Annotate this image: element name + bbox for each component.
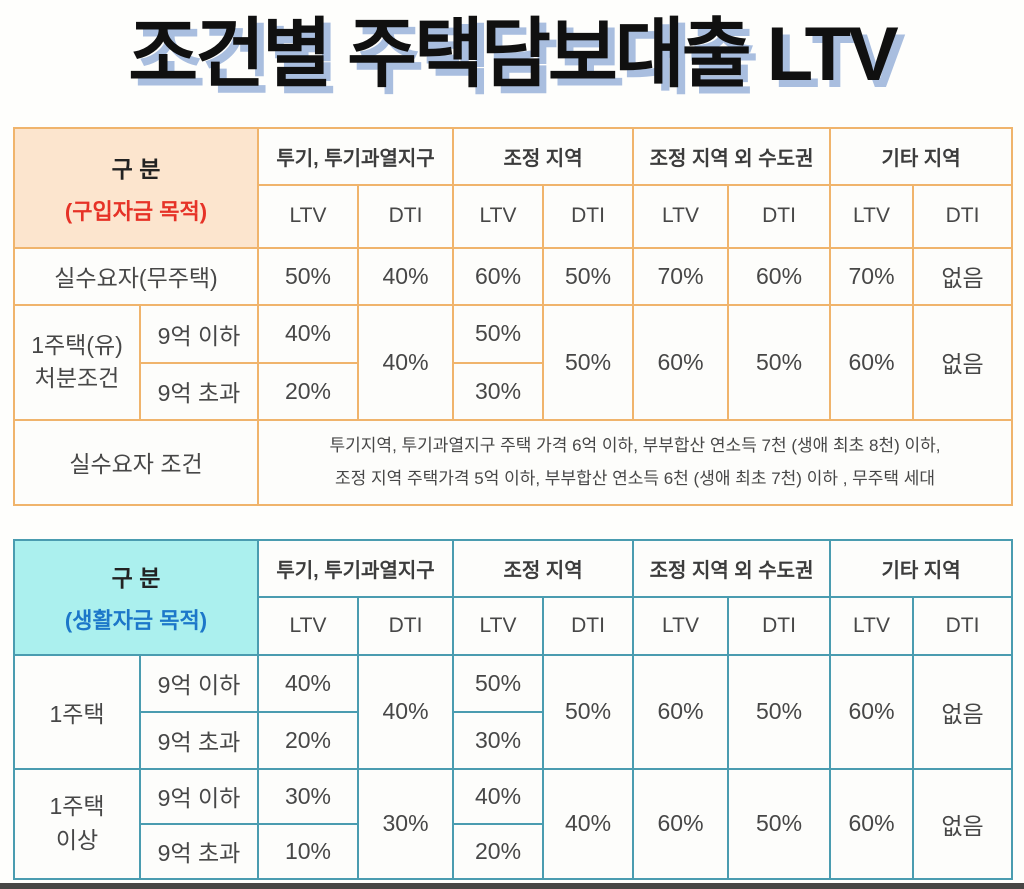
- purchase-purpose-table: 구 분 (구입자금 목적) 투기, 투기과열지구 조정 지역 조정 지역 외 수…: [13, 126, 1014, 506]
- label-line: 1주택: [49, 793, 105, 820]
- col-dti: DTI: [356, 183, 455, 249]
- col-dti: DTI: [912, 183, 1014, 249]
- col-ltv: LTV: [257, 595, 359, 656]
- cell-value-merged: 40%: [542, 767, 635, 880]
- cell-value-merged: 60%: [829, 303, 915, 421]
- table-row: 9억 초과 20% 30%: [14, 710, 1012, 770]
- col-ltv: LTV: [632, 595, 730, 656]
- cell-value-merged: 40%: [356, 653, 455, 770]
- row-label-multi-house: 1주택 이상: [13, 767, 141, 880]
- living-table-corner-header: 구 분 (생활자금 목적): [13, 538, 259, 656]
- cell-value: 70%: [829, 246, 915, 306]
- label-line: 이상: [55, 826, 99, 853]
- table-row: 9억 초과 20% 30%: [14, 361, 1012, 421]
- col-dti: DTI: [727, 595, 832, 656]
- cell-value-merged: 50%: [727, 767, 832, 880]
- cell-value: 40%: [257, 653, 359, 713]
- cell-value: 40%: [257, 303, 359, 364]
- cell-value: 40%: [452, 767, 545, 825]
- cell-value-merged: 없음: [912, 767, 1014, 880]
- table-row: 실수요자(무주택) 50% 40% 60% 50% 70% 60% 70% 없음: [13, 246, 1014, 306]
- label-line: 처분조건: [34, 365, 120, 392]
- corner-subtitle: (생활자금 목적): [64, 608, 208, 634]
- cell-value-merged: 60%: [632, 303, 730, 421]
- cell-value: 50%: [452, 303, 545, 364]
- column-group-speculation: 투기, 투기과열지구: [256, 126, 455, 186]
- column-group-adjusted: 조정 지역: [452, 126, 635, 186]
- cell-value-merged: 50%: [727, 303, 832, 421]
- col-dti: DTI: [356, 595, 455, 656]
- corner-title: 구 분: [111, 155, 161, 182]
- cell-value-merged: 없음: [912, 303, 1014, 421]
- row-sublabel-under9: 9억 이하: [139, 767, 259, 825]
- row-sublabel-over9: 9억 초과: [139, 361, 259, 421]
- label-line: 1주택(유): [31, 331, 123, 358]
- cell-value-merged: 40%: [356, 303, 455, 421]
- note-line: 투기지역, 투기과열지구 주택 가격 6억 이하, 부부합산 연소득 7천 (생…: [329, 435, 941, 455]
- col-ltv: LTV: [632, 183, 730, 249]
- cell-value: 40%: [356, 246, 455, 306]
- table-row: 실수요자 조건 투기지역, 투기과열지구 주택 가격 6억 이하, 부부합산 연…: [13, 418, 1014, 506]
- col-ltv: LTV: [452, 595, 545, 656]
- table-row: 1주택 9억 이하 40% 40% 50% 50% 60% 50% 60% 없음: [13, 653, 1014, 770]
- cell-value: 20%: [257, 361, 359, 421]
- purchase-table-corner-header: 구 분 (구입자금 목적): [13, 126, 259, 249]
- cell-value-merged: 50%: [727, 653, 832, 770]
- page-title: 조건별 주택담보대출 LTV: [128, 12, 898, 97]
- cell-value-merged: 50%: [542, 653, 635, 770]
- end-user-condition-note: 투기지역, 투기과열지구 주택 가격 6억 이하, 부부합산 연소득 7천 (생…: [256, 418, 1014, 506]
- cell-value-merged: 60%: [632, 767, 730, 880]
- col-dti: DTI: [912, 595, 1014, 656]
- cell-value: 30%: [452, 361, 545, 421]
- row-label-one-house: 1주택: [13, 653, 141, 770]
- cell-value: 50%: [542, 246, 635, 306]
- note-line: 조정 지역 주택가격 5억 이하, 부부합산 연소득 6천 (생애 최초 7천)…: [334, 469, 936, 489]
- col-ltv: LTV: [829, 595, 915, 656]
- cell-value: 60%: [452, 246, 545, 306]
- col-ltv: LTV: [257, 183, 359, 249]
- bottom-edge-bar: [0, 883, 1024, 889]
- cell-value-merged: 30%: [356, 767, 455, 880]
- row-label-one-house-disposal: 1주택(유) 처분조건: [13, 303, 141, 421]
- cell-value: 50%: [452, 653, 545, 713]
- cell-value-merged: 60%: [829, 653, 915, 770]
- table-row: 9억 초과 10% 20%: [14, 822, 1012, 880]
- row-sublabel-under9: 9억 이하: [139, 653, 259, 713]
- cell-value: 없음: [912, 246, 1014, 306]
- row-sublabel-over9: 9억 초과: [139, 710, 259, 770]
- cell-value: 70%: [632, 246, 730, 306]
- cell-value: 20%: [257, 710, 359, 770]
- cell-value: 60%: [727, 246, 832, 306]
- cell-value: 50%: [257, 246, 359, 306]
- col-ltv: LTV: [829, 183, 915, 249]
- cell-value: 10%: [257, 822, 359, 880]
- col-ltv: LTV: [452, 183, 545, 249]
- column-group-adjusted: 조정 지역: [452, 538, 635, 598]
- living-purpose-table: 구 분 (생활자금 목적) 투기, 투기과열지구 조정 지역 조정 지역 외 수…: [13, 538, 1014, 880]
- row-sublabel-over9: 9억 초과: [139, 822, 259, 880]
- col-dti: DTI: [542, 595, 635, 656]
- cell-value: 20%: [452, 822, 545, 880]
- cell-value: 30%: [452, 710, 545, 770]
- row-label-end-user: 실수요자(무주택): [13, 246, 259, 306]
- column-group-other: 기타 지역: [829, 538, 1014, 598]
- column-group-metro: 조정 지역 외 수도권: [632, 538, 832, 598]
- cell-value-merged: 60%: [632, 653, 730, 770]
- corner-title: 구 분: [111, 565, 161, 592]
- cell-value-merged: 60%: [829, 767, 915, 880]
- col-dti: DTI: [542, 183, 635, 249]
- table-row: 1주택(유) 처분조건 9억 이하 40% 40% 50% 50% 60% 50…: [13, 303, 1014, 421]
- column-group-speculation: 투기, 투기과열지구: [256, 538, 455, 598]
- cell-value: 30%: [257, 767, 359, 825]
- table-row: 1주택 이상 9억 이하 30% 30% 40% 40% 60% 50% 60%…: [13, 767, 1014, 880]
- column-group-other: 기타 지역: [829, 126, 1014, 186]
- row-label-end-user-condition: 실수요자 조건: [13, 418, 259, 506]
- row-sublabel-under9: 9억 이하: [139, 303, 259, 364]
- column-group-metro: 조정 지역 외 수도권: [632, 126, 832, 186]
- cell-value-merged: 없음: [912, 653, 1014, 770]
- corner-subtitle: (구입자금 목적): [64, 198, 208, 224]
- col-dti: DTI: [727, 183, 832, 249]
- cell-value-merged: 50%: [542, 303, 635, 421]
